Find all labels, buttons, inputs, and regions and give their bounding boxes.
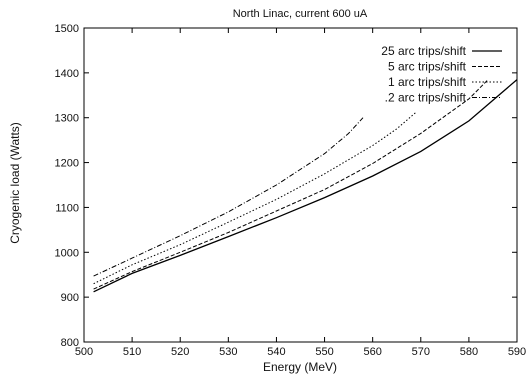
y-tick-label: 900	[61, 292, 79, 304]
x-tick-label: 590	[508, 346, 526, 358]
x-tick-label: 580	[460, 346, 478, 358]
ticks-layer: 500 510 520 530 540 550 560 570 580 590 800 900 1000…	[55, 23, 527, 358]
series-line-4	[93, 117, 364, 277]
y-tick-label: 800	[61, 337, 79, 349]
y-tick-label: 1200	[55, 158, 79, 170]
legend-label-2: 5 arc trips/shift	[388, 60, 467, 74]
y-axis-label: Cryogenic load (Watts)	[8, 122, 22, 244]
x-tick-label: 520	[171, 346, 189, 358]
y-tick-label: 1000	[55, 247, 79, 259]
x-tick-label: 500	[75, 346, 93, 358]
x-tick-label: 540	[267, 346, 285, 358]
plot-frame	[83, 27, 518, 343]
x-tick-label: 510	[123, 346, 141, 358]
series-line-2	[93, 79, 489, 290]
x-axis-label: Energy (MeV)	[263, 360, 337, 374]
series-line-3	[93, 111, 417, 285]
legend-label-3: 1 arc trips/shift	[388, 75, 467, 89]
series-layer	[93, 79, 518, 293]
chart-title: North Linac, current 600 uA	[233, 8, 368, 20]
y-tick-label: 1400	[55, 68, 79, 80]
series-line-1	[93, 79, 518, 293]
legend-label-4: .2 arc trips/shift	[385, 91, 467, 105]
x-tick-label: 530	[219, 346, 237, 358]
y-tick-label: 1500	[55, 23, 79, 35]
x-tick-label: 550	[315, 346, 333, 358]
x-tick-label: 560	[363, 346, 381, 358]
y-tick-label: 1300	[55, 113, 79, 125]
x-tick-label: 570	[412, 346, 430, 358]
legend-label-1: 25 arc trips/shift	[381, 44, 466, 58]
y-tick-label: 1100	[55, 202, 79, 214]
